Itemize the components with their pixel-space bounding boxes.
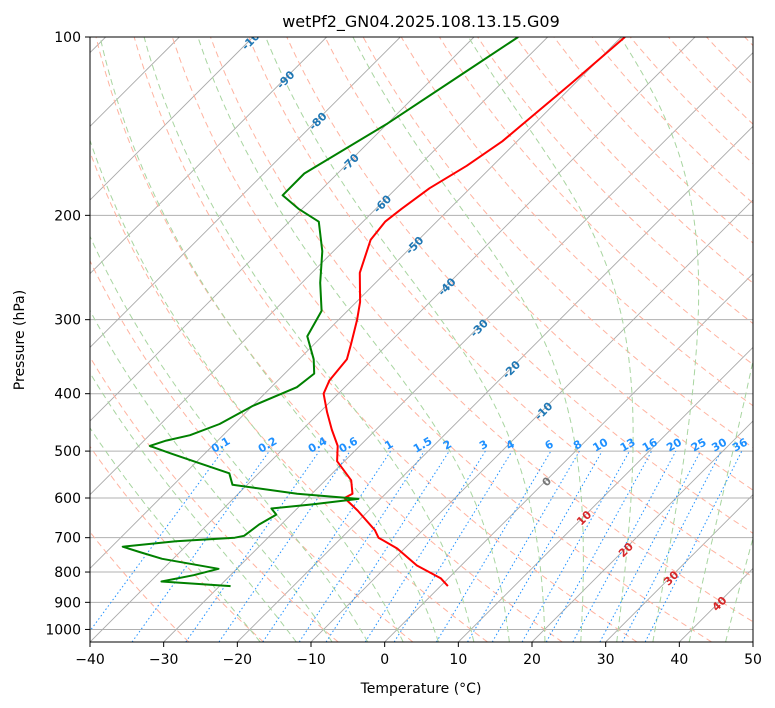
x-tick-label: 10 bbox=[449, 652, 467, 668]
moist-adiabat bbox=[619, 37, 700, 642]
x-tick-label: −20 bbox=[223, 652, 253, 668]
dry-adiabat bbox=[477, 37, 753, 325]
y-tick-label: 400 bbox=[54, 387, 81, 403]
isotherm bbox=[90, 37, 401, 348]
dry-adiabat bbox=[133, 37, 638, 642]
x-tick-label: 50 bbox=[744, 652, 762, 668]
mixing-ratio-line bbox=[572, 450, 677, 642]
isotherm bbox=[90, 37, 327, 275]
mixing-ratio-line bbox=[467, 450, 580, 642]
isotherm bbox=[90, 37, 254, 201]
mixing-ratio-line bbox=[545, 450, 653, 642]
isotherm bbox=[531, 420, 753, 642]
isotherm bbox=[90, 37, 475, 422]
dry-adiabat bbox=[248, 37, 753, 578]
mixing-ratio-lines bbox=[90, 450, 743, 642]
y-tick-label: 100 bbox=[54, 30, 81, 46]
mixing-ratio-line bbox=[364, 450, 486, 642]
y-tick-label: 800 bbox=[54, 565, 81, 581]
mixing-ratio-line bbox=[185, 450, 320, 642]
moist-adiabat bbox=[265, 37, 546, 642]
axes: −40 −30 −20 −10 0 10 20 30 40 50 100 200 300 400 500 60… bbox=[45, 30, 762, 668]
moist-adiabat bbox=[90, 235, 369, 642]
isotherm bbox=[384, 273, 753, 642]
mixing-ratio-line bbox=[491, 450, 603, 642]
dry-adiabat bbox=[515, 37, 753, 284]
dry-adiabat bbox=[171, 37, 712, 642]
isotherm bbox=[237, 125, 753, 642]
moist-adiabat bbox=[90, 427, 261, 642]
isotherm bbox=[458, 346, 753, 642]
isotherm bbox=[605, 494, 753, 642]
moist-adiabat bbox=[143, 37, 475, 642]
temperature-line bbox=[322, 37, 626, 587]
moist-adiabat bbox=[688, 358, 753, 642]
mixing-ratio-line bbox=[218, 450, 351, 642]
moist-adiabats bbox=[90, 37, 753, 642]
dry-adiabat bbox=[210, 37, 753, 623]
x-tick-label: 0 bbox=[380, 652, 389, 668]
x-tick-label: −40 bbox=[75, 652, 105, 668]
y-tick-label: 1000 bbox=[45, 622, 81, 638]
isotherm bbox=[163, 52, 753, 642]
moist-adiabat bbox=[99, 37, 439, 642]
x-tick-label: 30 bbox=[597, 652, 615, 668]
dry-adiabat bbox=[591, 37, 753, 204]
profile-lines bbox=[121, 37, 626, 588]
dry-adiabats bbox=[90, 37, 753, 642]
mixing-ratio-line bbox=[521, 450, 630, 642]
mixing-ratio-line bbox=[435, 450, 552, 642]
mixing-ratio-line bbox=[393, 450, 513, 642]
dry-adiabat bbox=[400, 37, 753, 407]
pressure-gridlines bbox=[90, 37, 753, 630]
x-tick-label: 40 bbox=[670, 652, 688, 668]
dry-adiabat bbox=[324, 37, 753, 491]
moist-adiabat bbox=[352, 37, 584, 642]
x-tick-label: −10 bbox=[296, 652, 326, 668]
x-tick-label: −30 bbox=[149, 652, 179, 668]
moist-adiabat bbox=[197, 37, 510, 642]
y-tick-label: 600 bbox=[54, 491, 81, 507]
y-axis-title: Pressure (hPa) bbox=[12, 290, 28, 390]
plot-area: 0.1 0.2 0.4 0.6 1 1.5 2 3 4 6 8 10 13 16 20 25 30 36-100-… bbox=[90, 37, 753, 642]
y-tick-label: 900 bbox=[54, 595, 81, 611]
dry-adiabat bbox=[629, 37, 753, 165]
y-tick-label: 200 bbox=[54, 208, 81, 224]
dry-adiabat bbox=[90, 445, 264, 642]
moist-adiabat bbox=[90, 371, 297, 642]
x-tick-label: 20 bbox=[523, 652, 541, 668]
dry-adiabat bbox=[362, 37, 753, 449]
dewpoint-line bbox=[121, 37, 519, 588]
isotherm bbox=[90, 37, 548, 496]
y-tick-label: 700 bbox=[54, 531, 81, 547]
isotherm bbox=[90, 37, 622, 569]
plot-frame bbox=[89, 36, 754, 643]
x-axis-title: Temperature (°C) bbox=[360, 681, 482, 697]
y-tick-label: 500 bbox=[54, 444, 81, 460]
moist-adiabat bbox=[90, 138, 404, 642]
y-tick-label: 300 bbox=[54, 313, 81, 329]
mixing-ratio-line bbox=[325, 450, 450, 642]
chart-title: wetPf2_GN04.2025.108.13.15.G09 bbox=[282, 12, 560, 32]
moist-adiabat bbox=[725, 536, 753, 642]
